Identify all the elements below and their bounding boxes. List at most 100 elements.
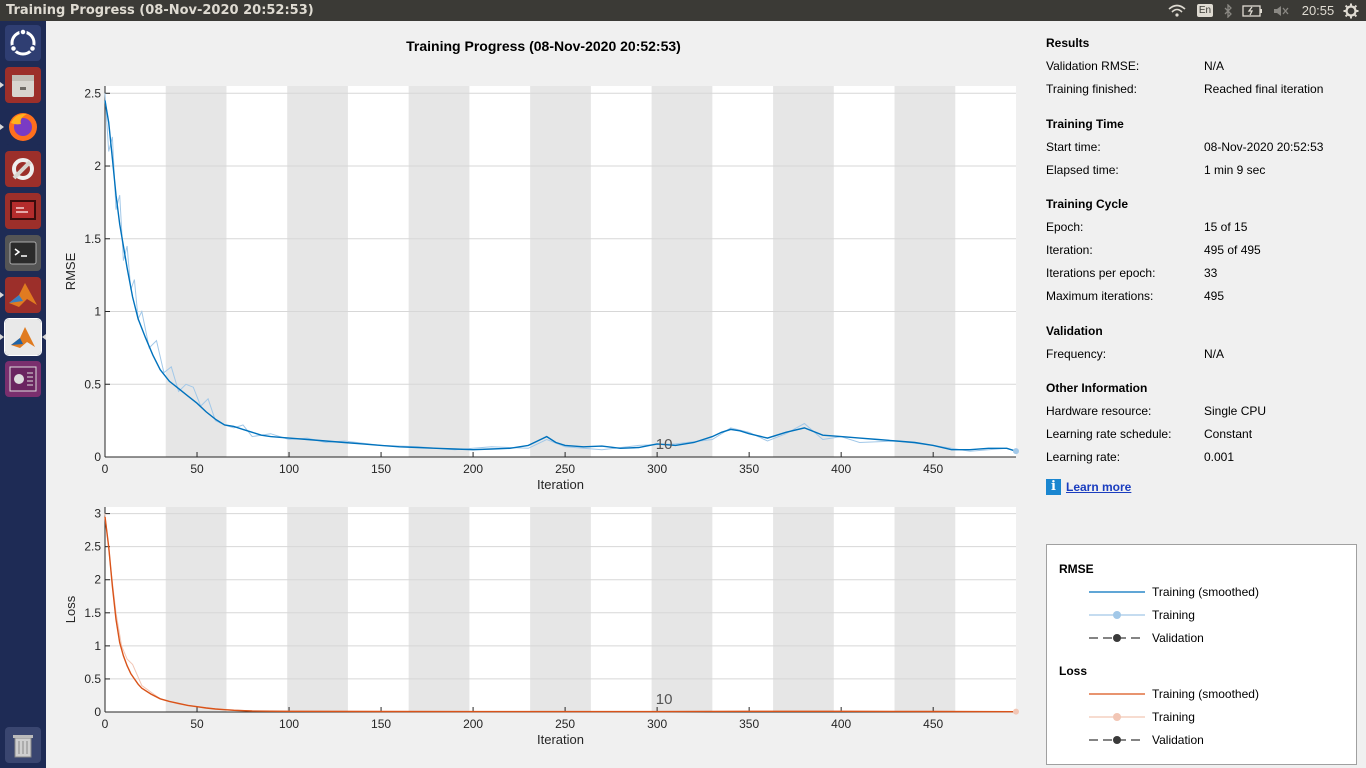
legend-rmse-validation-label: Validation xyxy=(1152,631,1204,645)
frequency-value: N/A xyxy=(1204,347,1225,361)
loss-y-tick-label: 3 xyxy=(94,507,101,521)
validation-rmse-value: N/A xyxy=(1204,59,1225,73)
start-time-label: Start time: xyxy=(1046,140,1101,154)
maximum-iterations-label: Maximum iterations: xyxy=(1046,289,1154,303)
legend-rmse-smoothed-label: Training (smoothed) xyxy=(1152,585,1259,599)
volume-muted-icon[interactable] xyxy=(1272,0,1290,21)
loss-epoch-band xyxy=(408,507,470,712)
loss-x-tick-label: 0 xyxy=(102,717,109,731)
system-tools-icon[interactable] xyxy=(5,151,41,187)
rmse-axes: 0 50 100 150 200 250 300 350 400 450 0 0.5 1 1.5 2 2.5 I… xyxy=(63,86,1019,492)
legend-loss-validation-label: Validation xyxy=(1152,733,1204,747)
rmse-x-tick-label: 400 xyxy=(831,462,851,476)
legend-loss-smoothed-label: Training (smoothed) xyxy=(1152,687,1259,701)
legend-rmse-training: Training xyxy=(1087,606,1347,624)
firefox-icon[interactable] xyxy=(5,109,41,145)
top-panel: Training Progress (08-Nov-2020 20:52:53)… xyxy=(0,0,1366,21)
learn-more-label: Learn more xyxy=(1066,480,1132,494)
launcher-running-marker xyxy=(0,334,4,340)
legend-rmse-heading: RMSE xyxy=(1059,562,1094,576)
loss-y-tick-label: 2 xyxy=(94,573,101,587)
iterations-per-epoch-value: 33 xyxy=(1204,266,1218,280)
loss-epoch-band xyxy=(894,507,956,712)
validation-heading: Validation xyxy=(1046,324,1103,338)
ubuntu-dash-icon[interactable] xyxy=(5,25,41,61)
settings-gear-icon[interactable] xyxy=(1343,0,1359,21)
presentation-icon[interactable] xyxy=(5,193,41,229)
loss-x-tick-label: 350 xyxy=(739,717,759,731)
training-time-heading: Training Time xyxy=(1046,117,1124,131)
loss-final-point xyxy=(1013,708,1019,715)
rmse-x-tick-label: 50 xyxy=(190,462,204,476)
rmse-epoch-band xyxy=(530,86,591,457)
legend-rmse-smoothed: Training (smoothed) xyxy=(1087,583,1347,601)
rmse-final-point xyxy=(1013,448,1019,455)
rmse-y-axis-label: RMSE xyxy=(63,252,78,290)
training-cycle-heading: Training Cycle xyxy=(1046,197,1129,211)
legend-rmse-training-label: Training xyxy=(1152,608,1195,622)
iterations-per-epoch-label: Iterations per epoch: xyxy=(1046,266,1156,280)
loss-x-tick-label: 50 xyxy=(190,717,204,731)
launcher-running-marker xyxy=(0,292,4,298)
loss-epoch-band xyxy=(287,507,348,712)
bluetooth-icon[interactable] xyxy=(1221,0,1235,21)
keyboard-icon[interactable]: En xyxy=(1196,0,1214,21)
rmse-epoch-band xyxy=(651,86,713,457)
rmse-x-tick-label: 200 xyxy=(463,462,483,476)
rmse-y-tick-label: 2 xyxy=(94,159,101,173)
info-icon: i xyxy=(1046,479,1061,495)
rmse-x-tick-label: 0 xyxy=(102,462,109,476)
rmse-y-tick-label: 2.5 xyxy=(84,86,101,100)
loss-y-tick-label: 1 xyxy=(94,639,101,653)
loss-series-smoothed xyxy=(104,516,1017,713)
loss-epoch-band xyxy=(530,507,591,712)
hardware-resource-value: Single CPU xyxy=(1204,404,1267,418)
matlab-active-icon[interactable] xyxy=(4,318,42,356)
rmse-x-tick-label: 300 xyxy=(647,462,667,476)
keyboard-layout: En xyxy=(1196,4,1214,17)
launcher-running-marker xyxy=(0,124,4,130)
loss-epoch-label: 10 xyxy=(656,691,673,708)
terminal-icon[interactable] xyxy=(5,235,41,271)
rmse-x-tick-label: 250 xyxy=(555,462,575,476)
loss-epoch-band xyxy=(773,507,834,712)
loss-y-tick-label: 2.5 xyxy=(84,540,101,554)
validation-rmse-label: Validation RMSE: xyxy=(1046,59,1140,73)
epoch-label: Epoch: xyxy=(1046,220,1084,234)
learning-rate-label: Learning rate: xyxy=(1046,450,1121,464)
training-progress-window: Training Progress (08-Nov-2020 20:52:53)… xyxy=(46,21,1366,768)
learn-more-link[interactable]: i Learn more xyxy=(1046,479,1131,495)
rmse-epoch-label: 10 xyxy=(656,436,673,453)
loss-x-axis-label: Iteration xyxy=(537,732,584,747)
legend-rmse-training-swatch xyxy=(1089,611,1145,619)
trash-icon[interactable] xyxy=(5,727,41,763)
rmse-series-smoothed xyxy=(104,100,1017,452)
rmse-epoch-band xyxy=(773,86,834,457)
loss-y-tick-label: 0 xyxy=(94,705,101,719)
training-finished-label: Training finished: xyxy=(1046,82,1137,96)
rmse-x-axis-label: Iteration xyxy=(537,477,584,492)
clock[interactable]: 20:55 xyxy=(1301,3,1335,18)
rmse-epoch-band xyxy=(408,86,470,457)
maximum-iterations-value: 495 xyxy=(1204,289,1225,303)
loss-y-tick-label: 0.5 xyxy=(84,672,101,686)
loss-y-axis-label: Loss xyxy=(63,595,78,623)
loss-x-tick-label: 400 xyxy=(831,717,851,731)
rmse-x-tick-label: 450 xyxy=(923,462,943,476)
start-time-value: 08-Nov-2020 20:52:53 xyxy=(1204,140,1324,154)
window-title: Training Progress (08-Nov-2020 20:52:53) xyxy=(6,3,314,18)
battery-icon[interactable] xyxy=(1242,0,1264,21)
learning-rate-schedule-label: Learning rate schedule: xyxy=(1046,427,1172,441)
legend-loss-smoothed-swatch xyxy=(1089,693,1145,695)
wifi-icon[interactable] xyxy=(1167,0,1187,21)
loss-x-tick-label: 150 xyxy=(371,717,391,731)
legend-loss-validation: Validation xyxy=(1087,731,1347,749)
launcher-running-marker xyxy=(0,82,4,88)
learning-rate-schedule-value: Constant xyxy=(1204,427,1253,441)
matlab-icon[interactable] xyxy=(5,277,41,313)
video-app-icon[interactable] xyxy=(5,361,41,397)
rmse-x-tick-label: 350 xyxy=(739,462,759,476)
rmse-epoch-band xyxy=(894,86,956,457)
learning-rate-value: 0.001 xyxy=(1204,450,1235,464)
files-icon[interactable] xyxy=(5,67,41,103)
